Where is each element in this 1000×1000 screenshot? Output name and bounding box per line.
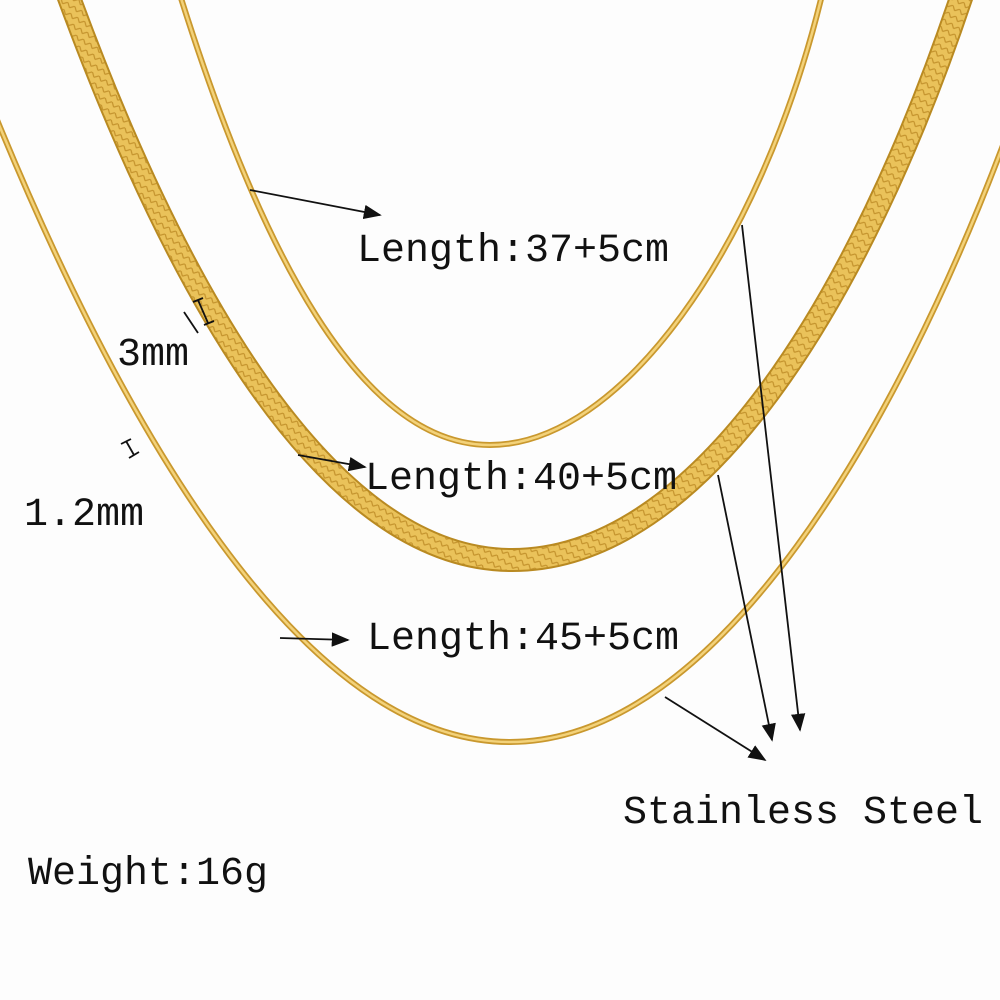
pointer-arrows	[249, 189, 806, 761]
chain-37cm	[178, 0, 824, 449]
material-label: Stainless Steel	[623, 791, 984, 836]
length-label-45: Length:45+5cm	[367, 617, 680, 662]
width-markers	[120, 297, 215, 459]
length-label-37: Length:37+5cm	[357, 229, 670, 274]
width-label-3mm: 3mm	[117, 333, 190, 378]
width-label-1-2mm: 1.2mm	[24, 493, 145, 538]
weight-label: Weight:16g	[28, 852, 269, 897]
length-label-40: Length:40+5cm	[365, 457, 678, 502]
